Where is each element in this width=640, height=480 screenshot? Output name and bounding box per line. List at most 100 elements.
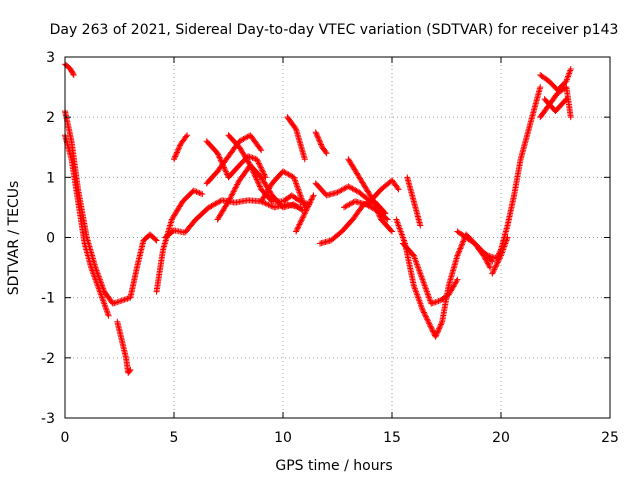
series-arc-m [284, 114, 308, 163]
data-point [256, 183, 263, 190]
data-point [213, 200, 220, 207]
series-arc-q [317, 198, 389, 247]
data-point [426, 320, 433, 327]
data-point [307, 197, 314, 204]
data-point [563, 96, 570, 103]
data-point [434, 298, 441, 305]
data-point [497, 253, 504, 260]
data-point [123, 296, 130, 303]
y-tick-label: -2 [41, 351, 55, 367]
data-point [126, 367, 133, 374]
data-point [303, 207, 310, 214]
data-point [227, 194, 234, 201]
data-point [371, 200, 378, 207]
data-point [426, 321, 433, 328]
x-tick-label: 20 [492, 430, 510, 446]
data-point [248, 154, 255, 161]
data-point [368, 195, 375, 202]
data-point [234, 180, 241, 187]
data-point [173, 149, 180, 156]
data-point [234, 181, 241, 188]
series-arc-a [62, 61, 77, 79]
data-point [183, 133, 190, 140]
data-point [389, 228, 395, 235]
data-point [254, 179, 261, 186]
data-point [427, 323, 434, 330]
data-point [369, 198, 376, 205]
data-point [194, 189, 201, 196]
data-point [314, 133, 321, 140]
series-arc-i [203, 138, 269, 181]
data-point [228, 192, 235, 199]
data-point [221, 164, 228, 171]
data-point [152, 236, 159, 243]
data-point [250, 155, 257, 162]
chart-title: Day 263 of 2021, Sidereal Day-to-day VTE… [50, 22, 619, 38]
data-point [258, 166, 265, 173]
data-point [253, 176, 260, 183]
data-point [193, 188, 200, 195]
data-point [215, 199, 222, 206]
data-point [124, 295, 131, 302]
data-point [212, 200, 219, 207]
data-point [294, 225, 301, 232]
data-point [209, 202, 216, 209]
data-point [222, 167, 229, 174]
data-point [454, 252, 461, 259]
data-point [453, 277, 460, 284]
data-point [229, 189, 236, 196]
data-point [226, 196, 233, 203]
data-point [226, 195, 233, 202]
data-point [459, 241, 466, 248]
data-point [109, 300, 116, 307]
data-point [422, 313, 429, 320]
data-point [257, 146, 264, 153]
data-point [428, 324, 435, 331]
data-point [211, 201, 218, 208]
data-point [313, 130, 320, 137]
series-arc-k [225, 132, 313, 208]
data-point [216, 154, 223, 161]
data-point [301, 156, 308, 163]
data-point [374, 209, 381, 216]
x-tick-label: 25 [601, 430, 619, 446]
data-point [460, 238, 467, 245]
data-point [302, 209, 309, 216]
data-point [70, 72, 77, 79]
data-point [489, 270, 496, 277]
data-point [232, 184, 239, 191]
data-point [459, 239, 466, 246]
data-point [454, 276, 461, 283]
data-point [308, 196, 315, 203]
data-point [251, 172, 258, 179]
data-point [253, 175, 260, 182]
axis-ticks [64, 56, 611, 419]
data-point [171, 154, 178, 161]
data-point [537, 84, 544, 91]
data-point [300, 213, 307, 220]
x-tick-label: 0 [61, 430, 70, 446]
data-point [214, 150, 221, 157]
data-point [493, 262, 500, 269]
data-point [417, 222, 424, 229]
data-point [491, 265, 498, 272]
data-point [317, 140, 324, 147]
data-point [301, 211, 308, 218]
data-point [424, 317, 431, 324]
tick-labels: 0 5 10 15 20 25 -3 -2 -1 0 1 2 3 [41, 50, 619, 446]
data-point [199, 191, 206, 198]
data-point [250, 169, 257, 176]
data-point [395, 186, 402, 193]
data-point [295, 224, 302, 231]
data-point [316, 137, 323, 144]
data-point [423, 315, 430, 322]
data-point [504, 234, 511, 241]
data-point [293, 227, 300, 234]
data-point [172, 153, 179, 160]
data-point [486, 263, 493, 270]
data-point [70, 70, 77, 77]
data-point [216, 198, 223, 205]
data-point [318, 141, 325, 148]
y-tick-label: 0 [46, 231, 55, 247]
data-point [233, 182, 240, 189]
